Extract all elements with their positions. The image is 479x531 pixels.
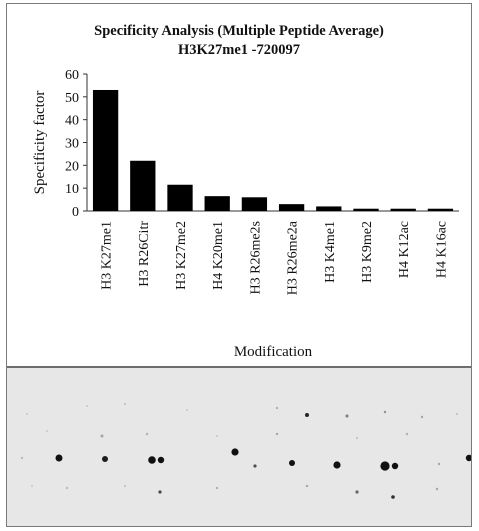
y-tick-label: 20 [65, 159, 79, 174]
blot-spot [437, 462, 441, 466]
blot-spot [124, 403, 126, 405]
blot-spot [26, 413, 28, 415]
blot-spot [305, 484, 309, 488]
blot-spot [275, 406, 279, 410]
blot-spot [289, 460, 295, 466]
y-tick-label: 10 [65, 182, 79, 197]
panel-divider [7, 366, 471, 368]
x-tick-label: H3 K4me1 [323, 221, 338, 283]
blot-spot [435, 487, 439, 491]
bar [130, 160, 156, 211]
x-tick-label: H4 K16ac [434, 221, 449, 278]
blot-spot [465, 454, 471, 462]
dot-blot-image [7, 368, 471, 526]
blot-spot [158, 490, 162, 494]
x-tick-label: H3 R26me2s [248, 221, 263, 295]
bar [92, 89, 119, 211]
bar [353, 208, 379, 211]
x-axis-label: Modification [234, 344, 313, 360]
chart-panel: Specificity Analysis (Multiple Peptide A… [7, 4, 471, 366]
bar-chart: 0 10 20 30 40 50 60 Specificity factor H3 K27me1… [32, 68, 459, 360]
y-tick-label: 40 [65, 114, 79, 129]
x-tick-label: H3 R26me2a [286, 220, 301, 295]
bar [204, 196, 230, 211]
blot-spot [305, 413, 309, 417]
x-tick-label: H3 K9me2 [360, 221, 375, 283]
dot-blot-spots [20, 403, 471, 499]
blot-spot [345, 414, 349, 418]
blot-spot [65, 486, 69, 490]
blot-spot [186, 409, 188, 411]
blot-spot [215, 486, 219, 490]
blot-spot [100, 434, 104, 438]
blot-spot [380, 461, 390, 471]
blot-spot [46, 430, 48, 432]
blot-spot [216, 435, 218, 437]
blot-spot [231, 448, 239, 456]
blot-spot [86, 405, 88, 407]
blot-spot [20, 456, 24, 460]
y-tick-label: 50 [65, 91, 79, 106]
y-tick-label: 0 [72, 205, 79, 220]
blot-spot [148, 456, 156, 464]
x-tick-label: H3 R26Citr [137, 221, 152, 287]
blot-spot [333, 461, 341, 469]
y-axis-label: Specificity factor [32, 91, 48, 195]
x-tick-label: H4 K20me1 [211, 221, 226, 290]
blot-spot [420, 415, 424, 419]
blot-spot [391, 495, 395, 499]
blot-spot [383, 410, 387, 414]
blot-spot [456, 413, 458, 415]
chart-subtitle: H3K27me1 -720097 [177, 42, 301, 58]
blot-spot [391, 462, 399, 470]
blot-spot [145, 432, 149, 436]
bar [427, 208, 454, 211]
blot-spot [157, 456, 165, 464]
figure-frame: Specificity Analysis (Multiple Peptide A… [6, 3, 472, 527]
blot-spot [55, 454, 63, 462]
x-tick-label: H3 K27me2 [174, 221, 189, 290]
x-tick-label: H3 K27me1 [100, 221, 115, 290]
y-tick-label: 60 [65, 68, 79, 83]
y-tick-label: 30 [65, 137, 79, 152]
bar [278, 204, 305, 211]
blot-spot [405, 432, 409, 436]
blot-spot [275, 432, 279, 436]
blot-spot [31, 485, 33, 487]
bar [316, 206, 342, 211]
blot-spot [355, 490, 359, 494]
chart-title: Specificity Analysis (Multiple Peptide A… [94, 23, 384, 39]
bar [167, 184, 193, 211]
bar [241, 197, 268, 211]
blot-spot [102, 456, 108, 462]
bar [390, 208, 416, 211]
blot-spot [253, 464, 257, 468]
blot-spot [124, 485, 126, 487]
blot-spot [356, 437, 358, 439]
x-tick-label: H4 K12ac [397, 221, 412, 278]
